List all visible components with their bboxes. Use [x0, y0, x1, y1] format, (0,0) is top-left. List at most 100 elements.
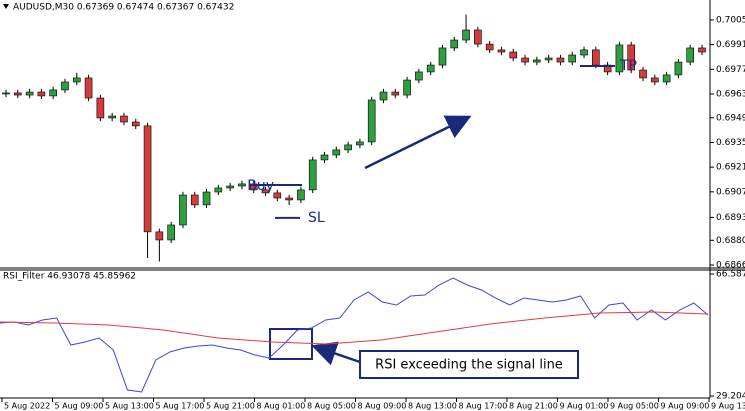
- callout-box: [359, 350, 579, 379]
- candle-body: [273, 192, 282, 199]
- level-label: Buy: [247, 178, 274, 194]
- y-tick-label: 0.69215: [716, 163, 745, 173]
- candle-body: [37, 91, 46, 97]
- candle-body: [662, 74, 671, 83]
- candle-body: [474, 29, 482, 45]
- candle-body: [533, 59, 541, 63]
- candle-body: [320, 154, 329, 161]
- candle-body: [84, 77, 93, 99]
- menu-icon[interactable]: [3, 4, 9, 9]
- x-tick-label: 9 Aug 05:00: [610, 402, 659, 411]
- indicator-title: RSI_Filter 46.93078 45.85962: [3, 272, 136, 282]
- candle-body: [544, 57, 553, 61]
- candle-body: [521, 57, 529, 63]
- x-tick-label: 8 Aug 05:00: [307, 402, 356, 411]
- candle-body: [627, 44, 636, 71]
- candle-body: [167, 224, 175, 241]
- candle-body: [698, 47, 706, 53]
- y-tick-label: 0.69075: [716, 187, 745, 197]
- indicator-line: [0, 277, 709, 393]
- candle-body: [214, 187, 223, 193]
- x-tick-label: 9 Aug 13:00: [711, 402, 745, 411]
- candle-body: [568, 54, 577, 63]
- y-tick-label: 29.20445: [716, 392, 745, 402]
- x-tick-label: 8 Aug 17:00: [459, 402, 508, 411]
- candle-body: [651, 77, 659, 83]
- candle-body: [639, 69, 647, 79]
- x-tick-label: 8 Aug 09:00: [358, 402, 407, 411]
- candle-body: [179, 194, 187, 226]
- candle-body: [391, 91, 400, 96]
- candle-body: [367, 99, 376, 143]
- candle-body: [356, 141, 364, 146]
- x-tick-label: 9 Aug 09:00: [661, 402, 710, 411]
- y-tick-label: 0.69355: [716, 138, 745, 148]
- candle-body: [72, 77, 81, 83]
- candle-body: [143, 125, 152, 233]
- candle-body: [462, 29, 470, 41]
- y-tick-label: 66.58715: [716, 270, 745, 280]
- x-tick-label: 5 Aug 13:00: [105, 402, 154, 411]
- candle-body: [403, 79, 411, 96]
- candle-body: [556, 57, 565, 63]
- candle-body: [674, 61, 683, 76]
- trend-arrow: [364, 115, 472, 170]
- candle-body: [580, 49, 588, 56]
- x-tick-label: 8 Aug 13:00: [408, 402, 457, 411]
- candle-body: [120, 115, 128, 123]
- candle-body: [615, 44, 624, 73]
- candle-body: [61, 81, 69, 91]
- level-label: TP: [619, 58, 637, 74]
- candle-body: [285, 197, 293, 201]
- candle-body: [415, 71, 423, 81]
- candle-body: [450, 39, 459, 49]
- candle-body: [332, 149, 341, 156]
- candle-body: [308, 159, 317, 191]
- candle-body: [131, 121, 140, 127]
- candle-body: [297, 189, 305, 201]
- x-tick-label: 5 Aug 17:00: [156, 402, 205, 411]
- candle-body: [108, 115, 116, 119]
- candle-body: [686, 47, 695, 63]
- level-label: SL: [308, 210, 325, 226]
- candle-body: [497, 49, 506, 53]
- x-tick-label: 5 Aug 09:00: [55, 402, 104, 411]
- candle-body: [96, 97, 105, 119]
- candle-body: [25, 91, 34, 96]
- candle-body: [379, 91, 388, 101]
- candle-body: [249, 183, 258, 191]
- candle-body: [226, 185, 234, 189]
- candle-body: [485, 43, 494, 51]
- candle-body: [13, 92, 22, 96]
- candle-body: [438, 47, 447, 66]
- x-tick-label: 8 Aug 01:00: [257, 402, 306, 411]
- y-tick-label: 0.69495: [716, 113, 745, 123]
- candle-body: [592, 49, 600, 66]
- x-tick-label: 5 Aug 21:00: [206, 402, 255, 411]
- indicator-line: [0, 311, 709, 345]
- x-tick-label: 5 Aug 2022: [4, 402, 50, 411]
- highlight-box: [269, 328, 313, 360]
- candle-body: [2, 92, 10, 95]
- y-tick-label: 0.68660: [716, 261, 745, 271]
- candle-body: [190, 194, 199, 206]
- candle-body: [261, 189, 270, 194]
- callout-arrow: [311, 341, 361, 366]
- x-tick-label: 9 Aug 01:00: [560, 402, 609, 411]
- candle-body: [49, 89, 57, 97]
- symbol-title: AUDUSD,M30 0.67369 0.67474 0.67367 0.674…: [13, 3, 234, 13]
- candle-body: [344, 144, 352, 151]
- candle-body: [426, 64, 435, 73]
- candle-body: [238, 183, 246, 187]
- candle-body: [509, 51, 518, 59]
- candle-body: [202, 191, 211, 206]
- callout-text: RSI exceeding the signal line: [375, 358, 563, 373]
- x-tick-label: 8 Aug 21:00: [509, 402, 558, 411]
